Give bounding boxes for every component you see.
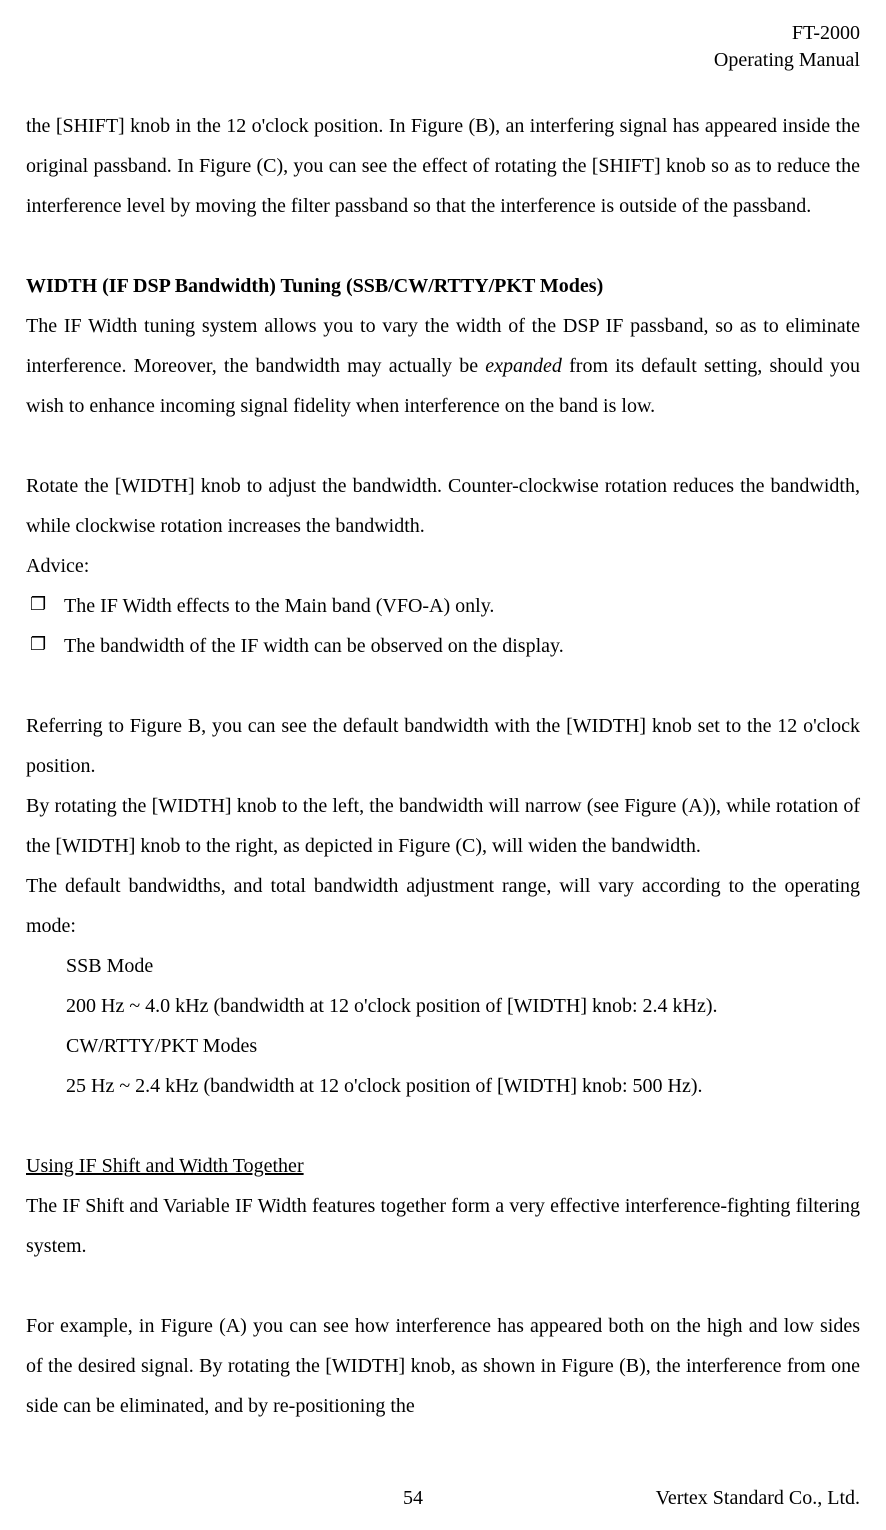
spacer xyxy=(26,1106,860,1146)
advice-list: ❐ The IF Width effects to the Main band … xyxy=(26,586,860,666)
page-header: FT-2000 Operating Manual xyxy=(0,20,886,74)
paragraph-shift-width-intro: The IF Shift and Variable IF Width featu… xyxy=(26,1186,860,1266)
paragraph-width-intro: The IF Width tuning system allows you to… xyxy=(26,306,860,426)
paragraph-shift-continued: the [SHIFT] knob in the 12 o'clock posit… xyxy=(26,106,860,226)
advice-label: Advice: xyxy=(26,546,860,586)
paragraph-rotate-width: Rotate the [WIDTH] knob to adjust the ba… xyxy=(26,466,860,546)
page-footer: 54 Vertex Standard Co., Ltd. xyxy=(0,1487,886,1510)
footer-company: Vertex Standard Co., Ltd. xyxy=(600,1487,860,1510)
mode-bandwidth-block: SSB Mode 200 Hz ~ 4.0 kHz (bandwidth at … xyxy=(26,946,860,1106)
heading-shift-width-together: Using IF Shift and Width Together xyxy=(26,1146,860,1186)
page: FT-2000 Operating Manual the [SHIFT] kno… xyxy=(0,0,886,1530)
paragraph-rotate-left-right: By rotating the [WIDTH] knob to the left… xyxy=(26,786,860,866)
header-model: FT-2000 xyxy=(0,20,860,47)
bullet-icon: ❐ xyxy=(30,626,64,666)
page-number: 54 xyxy=(403,1487,423,1510)
paragraph-figure-b: Referring to Figure B, you can see the d… xyxy=(26,706,860,786)
spacer xyxy=(26,426,860,466)
spacer xyxy=(26,1266,860,1306)
cw-mode-label: CW/RTTY/PKT Modes xyxy=(66,1026,860,1066)
spacer xyxy=(26,666,860,706)
paragraph-example: For example, in Figure (A) you can see h… xyxy=(26,1306,860,1426)
ssb-mode-range: 200 Hz ~ 4.0 kHz (bandwidth at 12 o'cloc… xyxy=(66,986,860,1026)
ssb-mode-label: SSB Mode xyxy=(66,946,860,986)
advice-item: ❐ The IF Width effects to the Main band … xyxy=(30,586,860,626)
header-subtitle: Operating Manual xyxy=(0,47,860,74)
text-emphasis-expanded: expanded xyxy=(485,355,562,377)
advice-text: The IF Width effects to the Main band (V… xyxy=(64,586,860,626)
heading-width-tuning: WIDTH (IF DSP Bandwidth) Tuning (SSB/CW/… xyxy=(26,266,860,306)
advice-text: The bandwidth of the IF width can be obs… xyxy=(64,626,860,666)
paragraph-default-bandwidths: The default bandwidths, and total bandwi… xyxy=(26,866,860,946)
bullet-icon: ❐ xyxy=(30,586,64,626)
cw-mode-range: 25 Hz ~ 2.4 kHz (bandwidth at 12 o'clock… xyxy=(66,1066,860,1106)
page-content: the [SHIFT] knob in the 12 o'clock posit… xyxy=(0,74,886,1426)
spacer xyxy=(26,226,860,266)
advice-item: ❐ The bandwidth of the IF width can be o… xyxy=(30,626,860,666)
